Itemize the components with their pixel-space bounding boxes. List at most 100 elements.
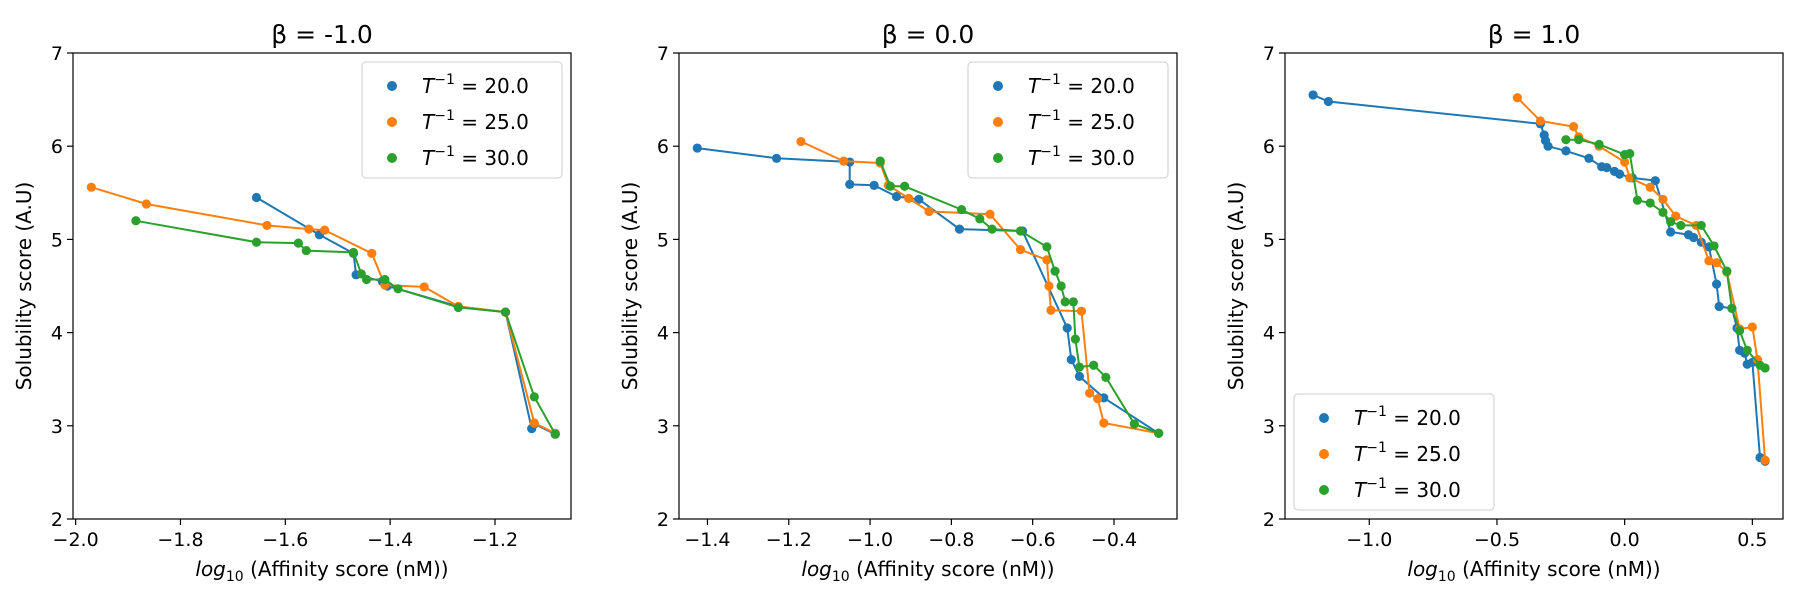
data-point <box>1046 305 1056 315</box>
y-tick-label: 5 <box>657 229 669 251</box>
chart-title: β = -1.0 <box>271 20 373 49</box>
x-tick-label: −1.0 <box>1346 529 1392 551</box>
data-point <box>1512 93 1522 103</box>
data-point <box>1714 301 1724 312</box>
chart-title: β = 1.0 <box>1488 20 1581 49</box>
data-point <box>1676 220 1686 231</box>
x-tick-label: −1.4 <box>684 529 730 551</box>
axes-frame <box>678 52 1178 520</box>
data-point <box>885 181 895 191</box>
y-tick-label: 7 <box>657 43 669 65</box>
data-point <box>293 238 304 248</box>
data-point <box>304 224 314 234</box>
series-3 <box>131 216 560 439</box>
data-point <box>975 214 985 224</box>
data-point <box>796 136 806 147</box>
y-tick-label: 7 <box>51 43 63 65</box>
chart-panel-2: β = 0.0 −1.4 −1.2 −1.0 −0.8 −0.6 −0.4 2 3 4 5 6 7 log… <box>618 20 1178 585</box>
data-point <box>987 224 997 234</box>
data-point <box>1068 297 1078 307</box>
data-point <box>1568 122 1579 132</box>
data-point <box>1535 116 1545 126</box>
data-point <box>1015 226 1026 236</box>
data-point <box>1543 141 1553 151</box>
legend-marker <box>993 117 1003 127</box>
data-point <box>900 181 910 191</box>
y-tick-label: 6 <box>1263 136 1275 158</box>
y-axis-label: Solubility score (A.U) <box>1224 182 1248 391</box>
data-point <box>320 225 330 235</box>
legend-box <box>967 61 1169 179</box>
data-point <box>1099 418 1109 428</box>
legend-entry-label: T−1 = 25.0 <box>1028 108 1135 134</box>
data-point <box>1561 146 1571 156</box>
data-point <box>550 429 560 439</box>
data-point <box>1062 323 1072 333</box>
series-line <box>1565 138 1766 369</box>
y-tick-label: 5 <box>51 229 63 251</box>
data-point <box>301 245 311 256</box>
data-point <box>1696 220 1706 231</box>
y-tick-label: 4 <box>1263 323 1275 345</box>
data-point <box>1704 256 1714 266</box>
data-point <box>1154 428 1164 438</box>
data-point <box>1658 207 1668 217</box>
chart-title: β = 0.0 <box>882 20 975 49</box>
legend-marker <box>387 81 397 91</box>
x-tick-label: −1.4 <box>367 529 413 551</box>
data-point <box>1689 232 1699 243</box>
data-point <box>1712 258 1722 268</box>
y-tick-label: 3 <box>1263 416 1275 438</box>
y-tick-label: 3 <box>51 416 63 438</box>
legend-marker <box>1319 449 1329 459</box>
series-3 <box>875 156 1164 438</box>
series-line <box>91 186 556 435</box>
data-point <box>367 248 377 258</box>
legend-marker <box>387 153 397 163</box>
data-point <box>891 191 902 202</box>
data-point <box>1056 281 1066 291</box>
data-point <box>1625 173 1635 183</box>
data-point <box>453 302 463 313</box>
data-point <box>1625 149 1635 159</box>
data-point <box>529 418 539 428</box>
data-point <box>1076 306 1087 316</box>
data-point <box>1620 157 1630 167</box>
data-point <box>1050 266 1060 276</box>
data-point <box>1093 394 1103 404</box>
data-point <box>251 192 262 203</box>
x-tick-label: −0.5 <box>1474 529 1520 551</box>
data-point <box>262 220 272 231</box>
data-point <box>869 180 879 190</box>
data-point <box>1614 169 1625 179</box>
data-point <box>131 216 141 226</box>
data-point <box>924 206 934 217</box>
data-point <box>361 274 372 285</box>
data-point <box>1084 388 1095 398</box>
data-point <box>771 153 782 163</box>
y-tick-label: 5 <box>1263 229 1275 251</box>
data-point <box>1015 245 1026 255</box>
x-tick-label: −1.2 <box>472 529 518 551</box>
data-point <box>1070 334 1080 344</box>
data-point <box>1742 345 1752 355</box>
data-point <box>954 224 965 234</box>
data-point <box>1101 372 1111 382</box>
x-tick-label: −1.2 <box>766 529 812 551</box>
data-point <box>141 199 151 209</box>
data-point <box>845 179 855 190</box>
data-point <box>1645 198 1655 208</box>
x-tick-label: −0.8 <box>928 529 974 551</box>
data-point <box>1129 419 1139 429</box>
data-point <box>1323 96 1334 107</box>
legend: T−1 = 20.0 T−1 = 25.0 T−1 = 30.0 <box>1293 393 1495 511</box>
legend-marker <box>993 81 1003 91</box>
data-point <box>1727 303 1737 313</box>
data-point <box>419 282 429 292</box>
x-tick-label: −0.6 <box>1010 529 1056 551</box>
legend-entry-label: T−1 = 30.0 <box>1354 476 1461 502</box>
data-point <box>86 182 96 192</box>
y-tick-label: 2 <box>51 509 63 531</box>
data-point <box>251 237 262 247</box>
